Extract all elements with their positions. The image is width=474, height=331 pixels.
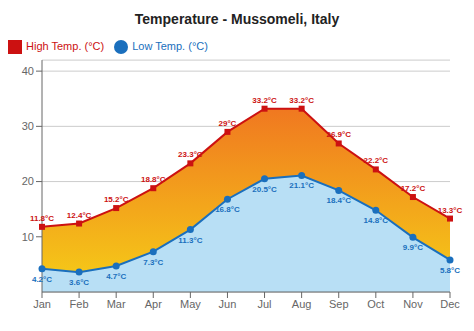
svg-text:18.8°C: 18.8°C bbox=[141, 175, 166, 184]
svg-text:13.3°C: 13.3°C bbox=[438, 206, 463, 215]
svg-text:Jun: Jun bbox=[219, 298, 237, 310]
svg-text:30: 30 bbox=[22, 120, 34, 132]
html-text:Temperature - Mussomeli, Italy: Temperature - Mussomeli, Italy bbox=[134, 11, 340, 27]
svg-text:Nov: Nov bbox=[403, 298, 423, 310]
svg-text:40: 40 bbox=[22, 65, 34, 77]
svg-text:3.6°C: 3.6°C bbox=[69, 278, 89, 287]
svg-text:16.8°C: 16.8°C bbox=[215, 205, 240, 214]
svg-text:Dec: Dec bbox=[440, 298, 460, 310]
svg-text:11.3°C: 11.3°C bbox=[178, 236, 202, 245]
svg-text:33.2°C: 33.2°C bbox=[252, 96, 277, 105]
svg-text:12.4°C: 12.4°C bbox=[67, 211, 92, 220]
svg-text:23.3°C: 23.3°C bbox=[178, 150, 203, 159]
svg-text:4.7°C: 4.7°C bbox=[106, 272, 126, 281]
svg-text:Apr: Apr bbox=[145, 298, 162, 310]
html-text:Low Temp. (°C): Low Temp. (°C) bbox=[132, 40, 208, 52]
svg-text:18.4°C: 18.4°C bbox=[326, 196, 351, 205]
svg-text:Jan: Jan bbox=[33, 298, 51, 310]
svg-text:22.2°C: 22.2°C bbox=[364, 156, 389, 165]
svg-text:33.2°C: 33.2°C bbox=[289, 96, 314, 105]
svg-text:29°C: 29°C bbox=[219, 119, 237, 128]
svg-text:5.8°C: 5.8°C bbox=[440, 266, 460, 275]
svg-text:14.8°C: 14.8°C bbox=[364, 216, 389, 225]
svg-text:10: 10 bbox=[22, 231, 34, 243]
svg-text:17.2°C: 17.2°C bbox=[401, 184, 426, 193]
svg-text:7.3°C: 7.3°C bbox=[143, 258, 163, 267]
svg-text:Aug: Aug bbox=[292, 298, 312, 310]
html-text:High Temp. (°C): High Temp. (°C) bbox=[26, 40, 105, 52]
svg-text:Jul: Jul bbox=[258, 298, 272, 310]
svg-text:21.1°C: 21.1°C bbox=[289, 181, 314, 190]
svg-text:20: 20 bbox=[22, 175, 34, 187]
svg-text:May: May bbox=[180, 298, 201, 310]
svg-text:Feb: Feb bbox=[70, 298, 89, 310]
svg-text:11.8°C: 11.8°C bbox=[30, 214, 54, 223]
svg-text:4.2°C: 4.2°C bbox=[32, 275, 52, 284]
svg-text:15.2°C: 15.2°C bbox=[104, 195, 129, 204]
svg-text:Mar: Mar bbox=[107, 298, 126, 310]
svg-text:9.9°C: 9.9°C bbox=[403, 243, 423, 252]
svg-text:Sep: Sep bbox=[329, 298, 349, 310]
svg-text:Oct: Oct bbox=[367, 298, 384, 310]
svg-text:26.9°C: 26.9°C bbox=[326, 130, 351, 139]
svg-text:20.5°C: 20.5°C bbox=[252, 185, 277, 194]
